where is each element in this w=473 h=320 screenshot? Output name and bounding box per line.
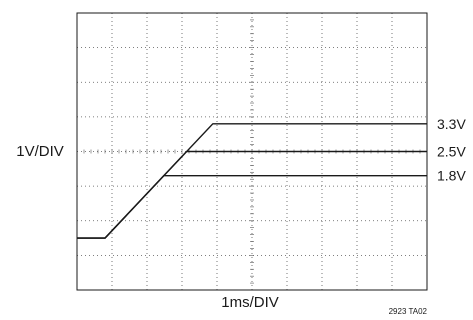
trace-label-1: 2.5V xyxy=(437,144,466,160)
figure-code: 2923 TA02 xyxy=(389,307,428,316)
trace-2 xyxy=(77,174,427,239)
trace-labels: 3.3V 2.5V 1.8V xyxy=(437,116,466,184)
trace-label-2: 1.8V xyxy=(437,168,466,184)
grid xyxy=(77,13,427,290)
y-axis-label: 1V/DIV xyxy=(16,143,64,160)
trace-label-0: 3.3V xyxy=(437,116,466,132)
traces xyxy=(77,123,427,239)
x-axis-label: 1ms/DIV xyxy=(221,294,279,311)
